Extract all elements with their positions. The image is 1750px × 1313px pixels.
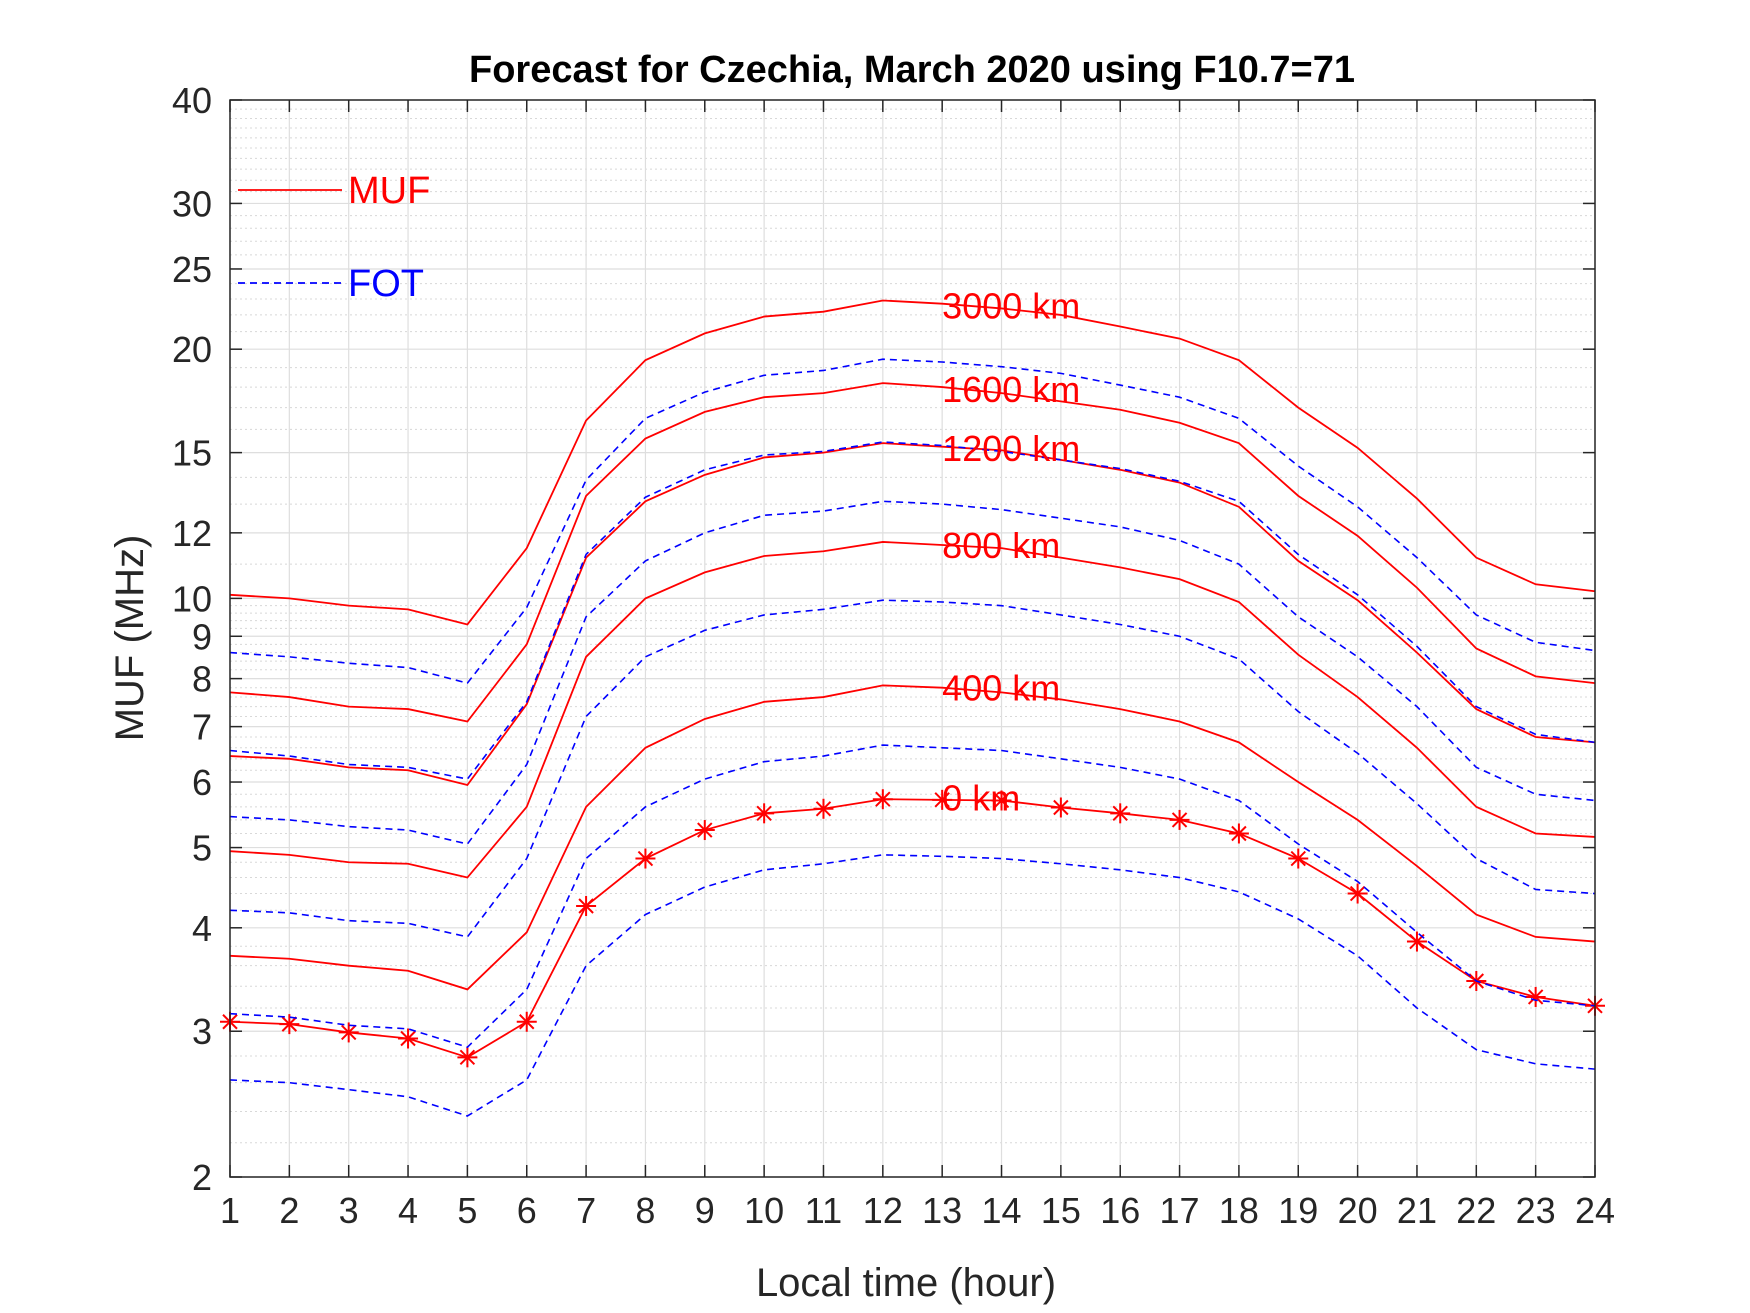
distance-label: 3000 km xyxy=(942,285,1080,326)
muf-0km-marker xyxy=(1288,848,1309,869)
y-tick-label: 4 xyxy=(192,908,212,949)
axis-ticks: 1 2 3 4 5 6 7 8 9 10 11 12 13 14 15 16 17 18 19 20 21 22 23 242… xyxy=(172,80,1615,1231)
fot-line xyxy=(229,599,1596,938)
series-lines xyxy=(220,299,1605,1117)
x-tick-label: 1 xyxy=(220,1190,240,1231)
muf-0km-marker xyxy=(872,789,893,810)
muf-0km-marker xyxy=(338,1022,359,1043)
y-tick-label: 25 xyxy=(172,249,212,290)
y-tick-label: 5 xyxy=(192,828,212,869)
distance-label: 0 km xyxy=(942,777,1020,818)
plot-area-frame xyxy=(229,99,1596,1178)
muf-0km-marker xyxy=(516,1011,537,1032)
y-axis-label: MUF (MHz) xyxy=(108,535,152,742)
muf-line xyxy=(229,382,1596,723)
x-tick-label: 11 xyxy=(805,1190,842,1231)
x-tick-label: 5 xyxy=(457,1190,477,1231)
distance-label: 800 km xyxy=(942,525,1060,566)
muf-0km-marker xyxy=(635,848,656,869)
muf-legend-label: MUF xyxy=(348,170,430,212)
muf-0km-marker xyxy=(754,803,775,824)
plot-area-background xyxy=(230,100,1595,1177)
muf-line xyxy=(229,541,1596,879)
y-tick-label: 8 xyxy=(192,659,212,700)
y-tick-label: 10 xyxy=(172,578,212,619)
y-tick-label: 12 xyxy=(172,513,212,554)
distance-label: 1200 km xyxy=(942,428,1080,469)
x-tick-label: 15 xyxy=(1041,1190,1081,1231)
muf-0km-marker xyxy=(1228,823,1249,844)
muf-0km-marker xyxy=(813,798,834,819)
x-tick-label: 8 xyxy=(635,1190,655,1231)
x-tick-label: 2 xyxy=(279,1190,299,1231)
muf-0km-marker xyxy=(1525,986,1546,1007)
legend: MUF FOT xyxy=(238,170,430,305)
muf-0km-marker xyxy=(1110,803,1131,824)
chart-title: Forecast for Czechia, March 2020 using F… xyxy=(469,49,1355,91)
y-tick-label: 3 xyxy=(192,1011,212,1052)
muf-0km-marker xyxy=(576,896,597,917)
fot-line xyxy=(229,744,1596,1049)
x-tick-label: 6 xyxy=(517,1190,537,1231)
y-tick-label: 15 xyxy=(172,433,212,474)
fot-line xyxy=(229,854,1596,1117)
x-tick-label: 22 xyxy=(1456,1190,1496,1231)
muf-0km-marker xyxy=(694,820,715,841)
x-tick-label: 21 xyxy=(1397,1190,1437,1231)
x-tick-label: 14 xyxy=(981,1190,1021,1231)
y-tick-label: 6 xyxy=(192,762,212,803)
x-tick-label: 12 xyxy=(863,1190,903,1231)
distance-label: 1600 km xyxy=(942,369,1080,410)
x-tick-label: 3 xyxy=(339,1190,359,1231)
x-tick-label: 9 xyxy=(695,1190,715,1231)
muf-0km-marker xyxy=(932,789,953,810)
x-tick-label: 13 xyxy=(922,1190,962,1231)
y-tick-label: 20 xyxy=(172,329,212,370)
y-tick-label: 9 xyxy=(192,616,212,657)
muf-0km-marker xyxy=(398,1028,419,1049)
x-tick-label: 24 xyxy=(1575,1190,1615,1231)
y-tick-label: 40 xyxy=(172,80,212,121)
x-axis-label: Local time (hour) xyxy=(756,1261,1056,1305)
muf-0km-marker xyxy=(1406,931,1427,952)
x-tick-label: 23 xyxy=(1516,1190,1556,1231)
fot-line xyxy=(229,441,1596,780)
muf-0km-marker xyxy=(457,1047,478,1068)
grid-lines xyxy=(229,99,1596,1178)
x-tick-label: 7 xyxy=(576,1190,596,1231)
x-tick-label: 17 xyxy=(1160,1190,1200,1231)
muf-0km-marker xyxy=(1347,883,1368,904)
y-tick-label: 7 xyxy=(192,707,212,748)
x-tick-label: 10 xyxy=(744,1190,784,1231)
fot-line xyxy=(229,500,1596,845)
muf-0km-marker xyxy=(991,790,1012,811)
muf-0km-marker xyxy=(279,1014,300,1035)
x-tick-label: 19 xyxy=(1278,1190,1318,1231)
x-tick-label: 20 xyxy=(1338,1190,1378,1231)
muf-0km-marker xyxy=(1050,797,1071,818)
muf-line xyxy=(229,798,1596,1059)
distance-label: 400 km xyxy=(942,668,1060,709)
muf-line xyxy=(229,299,1596,626)
fot-legend-label: FOT xyxy=(348,263,424,305)
muf-line xyxy=(229,684,1596,991)
x-tick-label: 16 xyxy=(1100,1190,1140,1231)
fot-line xyxy=(229,358,1596,685)
muf-0km-marker xyxy=(1169,809,1190,830)
x-tick-label: 18 xyxy=(1219,1190,1259,1231)
muf-line xyxy=(229,442,1596,787)
y-tick-label: 30 xyxy=(172,183,212,224)
distance-labels: 3000 km 1600 km 1200 km 800 km 400 km 0 km xyxy=(942,285,1080,818)
x-tick-label: 4 xyxy=(398,1190,418,1231)
y-tick-label: 2 xyxy=(192,1157,212,1198)
